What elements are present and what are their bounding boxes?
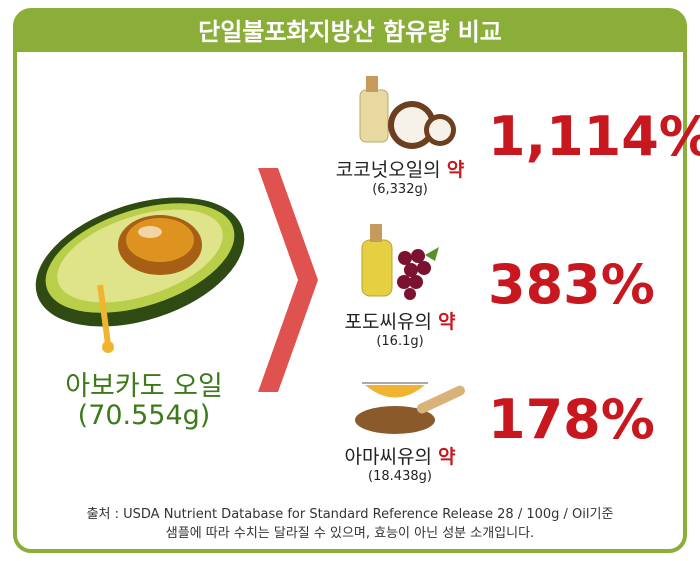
- approx-label: 약: [437, 311, 456, 333]
- item-name: 코코넛오일의 약: [300, 155, 500, 182]
- title-bar: [15, 10, 685, 52]
- item-ratio: 383%: [488, 253, 655, 316]
- grapeseed-icon: [361, 224, 439, 300]
- item-name: 포도씨유의 약: [300, 307, 500, 334]
- note: 샘플에 따라 수치는 달라질 수 있으며, 효능이 아닌 성분 소개입니다.: [165, 526, 535, 541]
- flaxseed-icon: [355, 382, 465, 434]
- approx-label: 약: [446, 159, 465, 181]
- item-label: 포도씨유의: [344, 311, 432, 333]
- coconut-icon: [359, 76, 456, 149]
- chevron: [258, 168, 318, 392]
- title: 단일불포화지방산 함유량 비교: [198, 18, 502, 46]
- main-amount: (70.554g): [77, 400, 211, 431]
- avocado-illustration: [35, 197, 245, 353]
- item-amount: (16.1g): [376, 334, 424, 349]
- item-label: 아마씨유의: [344, 446, 432, 468]
- item-ratio: 1,114%: [488, 105, 700, 168]
- item-ratio: 178%: [488, 388, 655, 451]
- item-name: 아마씨유의 약: [300, 442, 500, 469]
- source: 출처 : USDA Nutrient Database for Standard…: [86, 507, 614, 522]
- item-amount: (18.438g): [368, 469, 432, 484]
- main-name: 아보카도 오일: [65, 371, 223, 402]
- item-label: 코코넛오일의: [335, 159, 441, 181]
- approx-label: 약: [437, 446, 456, 468]
- item-amount: (6,332g): [372, 182, 428, 197]
